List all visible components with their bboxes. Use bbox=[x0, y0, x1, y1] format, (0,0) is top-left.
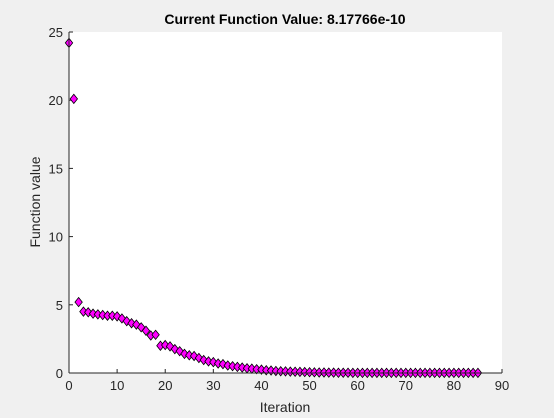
data-point bbox=[132, 319, 141, 330]
x-tick-label: 90 bbox=[495, 378, 509, 393]
data-point bbox=[199, 354, 208, 366]
data-point bbox=[151, 329, 160, 341]
data-point bbox=[161, 339, 170, 351]
x-tick-label: 50 bbox=[302, 378, 316, 393]
x-tick-label: 40 bbox=[254, 378, 268, 393]
y-tick-label: 10 bbox=[49, 230, 63, 245]
data-point bbox=[209, 356, 218, 368]
chart-title: Current Function Value: 8.17766e-10 bbox=[164, 11, 405, 27]
x-tick-label: 10 bbox=[110, 378, 124, 393]
x-tick-label: 70 bbox=[399, 378, 413, 393]
data-point bbox=[122, 315, 131, 327]
x-tick-label: 80 bbox=[447, 378, 461, 393]
x-tick-label: 20 bbox=[158, 378, 172, 393]
data-point bbox=[189, 350, 199, 362]
y-tick-label: 25 bbox=[49, 25, 63, 40]
data-point bbox=[165, 341, 175, 352]
axis-ticks: 0 10 20 30 40 50 60 70 80 90 0 5 10 15 20 25 bbox=[49, 25, 510, 393]
y-axis-label: Function value bbox=[27, 156, 43, 247]
data-point bbox=[141, 325, 151, 336]
data-point bbox=[84, 307, 93, 318]
y-tick-label: 20 bbox=[49, 93, 63, 108]
y-tick-label: 5 bbox=[56, 298, 63, 313]
x-axis-label: Iteration bbox=[260, 399, 311, 415]
data-point bbox=[127, 317, 136, 329]
axis-lines bbox=[68, 32, 502, 374]
y-tick-label: 15 bbox=[49, 161, 63, 176]
x-tick-label: 0 bbox=[65, 378, 72, 393]
data-point bbox=[69, 93, 79, 105]
data-point bbox=[180, 348, 189, 360]
x-tick-label: 60 bbox=[350, 378, 364, 393]
y-tick-label: 0 bbox=[56, 366, 63, 381]
plot-area bbox=[69, 32, 502, 373]
x-tick-label: 30 bbox=[206, 378, 220, 393]
data-point bbox=[74, 296, 83, 308]
